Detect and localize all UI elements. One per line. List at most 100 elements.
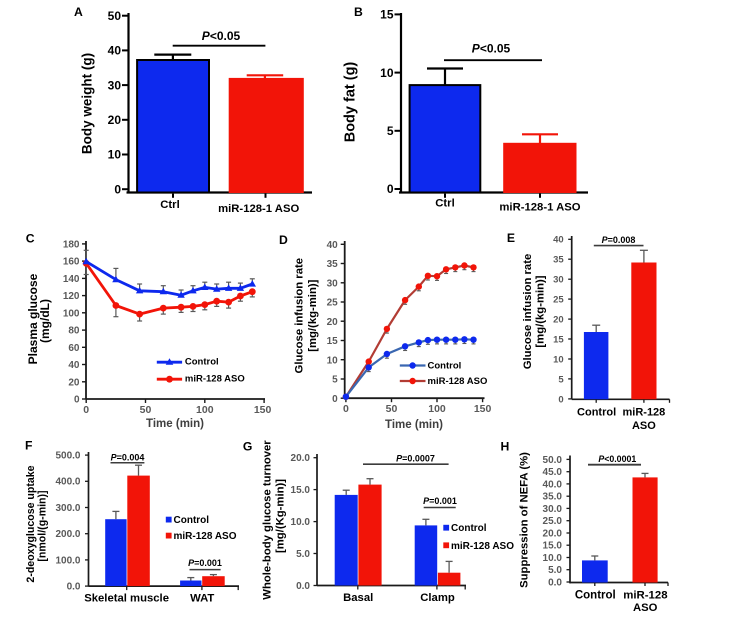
svg-text:Control: Control bbox=[451, 523, 487, 534]
svg-text:10: 10 bbox=[380, 66, 394, 80]
svg-text:miR-128: miR-128 bbox=[623, 590, 667, 602]
svg-text:P<0.0001: P<0.0001 bbox=[598, 454, 636, 464]
svg-text:Time (min): Time (min) bbox=[146, 418, 204, 430]
svg-text:30: 30 bbox=[108, 78, 122, 92]
svg-text:P=0.008: P=0.008 bbox=[602, 235, 636, 245]
svg-text:10.0: 10.0 bbox=[543, 553, 563, 564]
svg-text:(mg/dL): (mg/dL) bbox=[38, 299, 52, 343]
svg-text:ASO: ASO bbox=[632, 420, 656, 432]
svg-text:miR-128: miR-128 bbox=[623, 406, 666, 418]
svg-text:0.0: 0.0 bbox=[296, 581, 310, 592]
svg-text:Clamp: Clamp bbox=[420, 592, 455, 604]
svg-text:50: 50 bbox=[108, 9, 122, 23]
svg-text:A: A bbox=[74, 5, 83, 19]
svg-text:Glucose infusion rate: Glucose infusion rate bbox=[522, 254, 534, 370]
svg-text:5: 5 bbox=[387, 124, 394, 138]
svg-text:P<0.05: P<0.05 bbox=[472, 42, 511, 56]
svg-text:0: 0 bbox=[558, 394, 563, 405]
svg-text:40: 40 bbox=[68, 360, 80, 371]
svg-text:0: 0 bbox=[332, 394, 338, 405]
svg-text:25: 25 bbox=[553, 295, 564, 306]
svg-text:H: H bbox=[501, 439, 510, 453]
svg-text:10: 10 bbox=[327, 355, 339, 366]
svg-text:30.0: 30.0 bbox=[543, 504, 563, 515]
svg-text:20: 20 bbox=[108, 113, 122, 127]
svg-text:Control: Control bbox=[577, 406, 616, 418]
svg-text:35: 35 bbox=[553, 255, 564, 266]
svg-text:miR-128 ASO: miR-128 ASO bbox=[451, 541, 514, 552]
svg-text:0.0: 0.0 bbox=[548, 577, 562, 588]
svg-text:P=0.001: P=0.001 bbox=[188, 558, 222, 568]
svg-text:Control: Control bbox=[185, 356, 219, 367]
svg-text:[mg/(Kg-min)]: [mg/(Kg-min)] bbox=[275, 479, 287, 553]
svg-text:miR-128 ASO: miR-128 ASO bbox=[428, 376, 488, 387]
svg-text:miR-128 ASO: miR-128 ASO bbox=[174, 531, 237, 542]
svg-text:20: 20 bbox=[327, 317, 339, 328]
svg-text:0.0: 0.0 bbox=[67, 582, 81, 593]
svg-text:P=0.0007: P=0.0007 bbox=[396, 454, 435, 464]
svg-text:160: 160 bbox=[63, 257, 80, 268]
svg-text:140: 140 bbox=[63, 274, 80, 285]
svg-text:Control: Control bbox=[575, 590, 616, 602]
svg-text:25: 25 bbox=[327, 298, 339, 309]
svg-text:0: 0 bbox=[83, 404, 89, 416]
svg-text:100: 100 bbox=[428, 403, 446, 415]
svg-text:40: 40 bbox=[108, 44, 122, 58]
svg-text:Body weight (g): Body weight (g) bbox=[80, 53, 95, 154]
svg-text:B: B bbox=[354, 5, 363, 19]
svg-text:20.0: 20.0 bbox=[543, 528, 563, 539]
svg-text:Plasma glucose: Plasma glucose bbox=[26, 273, 40, 364]
svg-text:15.0: 15.0 bbox=[291, 485, 311, 496]
svg-text:[mg/(kg-min)]: [mg/(kg-min)] bbox=[534, 275, 546, 347]
svg-text:[nmol/(g-min)]: [nmol/(g-min)] bbox=[37, 490, 49, 561]
svg-text:WAT: WAT bbox=[190, 592, 214, 604]
svg-text:Ctrl: Ctrl bbox=[435, 198, 454, 210]
svg-text:150: 150 bbox=[474, 403, 492, 415]
svg-text:20: 20 bbox=[68, 377, 80, 388]
svg-text:40.0: 40.0 bbox=[543, 479, 563, 490]
svg-text:P<0.05: P<0.05 bbox=[202, 29, 241, 43]
svg-text:15: 15 bbox=[553, 334, 564, 345]
svg-text:Whole-body glucose turnover: Whole-body glucose turnover bbox=[262, 440, 274, 600]
svg-text:500.0: 500.0 bbox=[55, 451, 80, 462]
svg-text:0: 0 bbox=[343, 403, 349, 415]
svg-text:10: 10 bbox=[108, 148, 122, 162]
svg-text:F: F bbox=[25, 439, 32, 453]
svg-text:Control: Control bbox=[174, 515, 210, 526]
svg-text:0: 0 bbox=[74, 395, 80, 406]
svg-text:40: 40 bbox=[553, 235, 564, 246]
svg-text:200.0: 200.0 bbox=[55, 529, 80, 540]
svg-text:120: 120 bbox=[63, 291, 80, 302]
svg-text:25.0: 25.0 bbox=[543, 516, 563, 527]
svg-text:400.0: 400.0 bbox=[55, 477, 80, 488]
svg-text:0: 0 bbox=[114, 182, 121, 196]
svg-text:0: 0 bbox=[387, 182, 394, 196]
svg-text:50: 50 bbox=[386, 403, 398, 415]
svg-text:Control: Control bbox=[428, 361, 462, 372]
svg-text:Suppression of NEFA (%): Suppression of NEFA (%) bbox=[518, 452, 530, 588]
svg-text:Body fat (g): Body fat (g) bbox=[343, 62, 359, 143]
svg-text:ASO: ASO bbox=[633, 602, 658, 614]
svg-text:35.0: 35.0 bbox=[543, 492, 563, 503]
svg-text:[mg/(kg-min)]: [mg/(kg-min)] bbox=[307, 279, 319, 351]
svg-text:P=0.004: P=0.004 bbox=[111, 453, 145, 463]
svg-text:35: 35 bbox=[327, 259, 339, 270]
svg-text:2-deoxyglucose uptake: 2-deoxyglucose uptake bbox=[25, 465, 37, 582]
svg-text:10.0: 10.0 bbox=[291, 517, 311, 528]
svg-text:50.0: 50.0 bbox=[543, 455, 563, 466]
svg-text:5: 5 bbox=[558, 374, 564, 385]
svg-text:C: C bbox=[26, 232, 35, 246]
svg-text:100: 100 bbox=[63, 308, 80, 319]
svg-text:300.0: 300.0 bbox=[55, 503, 80, 514]
svg-text:80: 80 bbox=[68, 326, 80, 337]
svg-text:15.0: 15.0 bbox=[543, 541, 563, 552]
svg-text:miR-128-1 ASO: miR-128-1 ASO bbox=[499, 202, 580, 214]
svg-text:5.0: 5.0 bbox=[548, 565, 562, 576]
svg-text:G: G bbox=[243, 440, 252, 454]
svg-text:180: 180 bbox=[63, 240, 80, 251]
svg-text:Time (min): Time (min) bbox=[385, 419, 443, 431]
svg-text:miR-128 ASO: miR-128 ASO bbox=[185, 374, 245, 385]
svg-text:50: 50 bbox=[140, 404, 152, 416]
svg-text:15: 15 bbox=[327, 336, 339, 347]
svg-text:miR-128-1 ASO: miR-128-1 ASO bbox=[218, 203, 299, 215]
